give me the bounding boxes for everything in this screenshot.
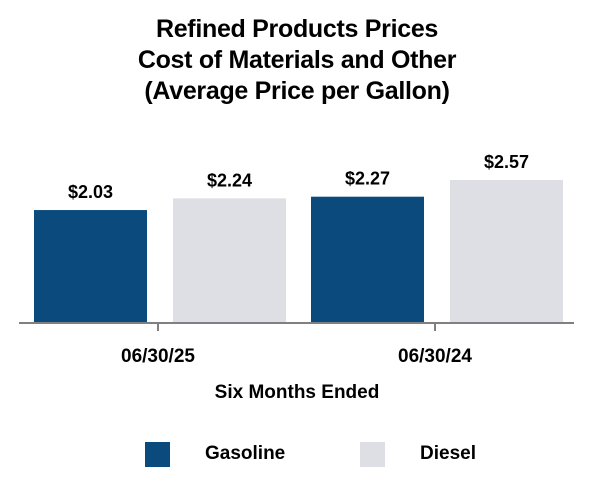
legend-label-gasoline: Gasoline	[205, 443, 286, 464]
legend-item-gasoline: Gasoline	[145, 440, 285, 468]
bar-gasoline-1	[34, 210, 147, 323]
legend-swatch-diesel	[360, 441, 385, 467]
data-label-diesel-2: $2.57	[484, 152, 529, 172]
chart-title-line-1: Refined Products Prices	[155, 15, 439, 43]
bar-gasoline-2	[311, 196, 424, 323]
x-tick-label-1: 06/30/25	[121, 346, 195, 367]
legend-swatch-gasoline	[145, 441, 170, 467]
x-tick-label-2: 06/30/24	[398, 346, 472, 367]
bar-diesel-2	[450, 180, 563, 323]
chart-title: Refined Products Prices Cost of Material…	[0, 14, 594, 107]
data-label-gasoline-1: $2.03	[68, 182, 113, 202]
legend-item-diesel: Diesel	[360, 440, 476, 468]
data-label-diesel-1: $2.24	[207, 170, 252, 190]
legend-label-diesel: Diesel	[420, 443, 476, 464]
x-axis-title: Six Months Ended	[215, 382, 380, 403]
chart-title-line-2: Cost of Materials and Other	[137, 46, 457, 74]
data-label-gasoline-2: $2.27	[345, 169, 390, 189]
chart-legend: Gasoline Diesel	[0, 440, 594, 468]
chart-title-line-3: (Average Price per Gallon)	[144, 77, 450, 105]
bar-diesel-1	[173, 198, 286, 323]
